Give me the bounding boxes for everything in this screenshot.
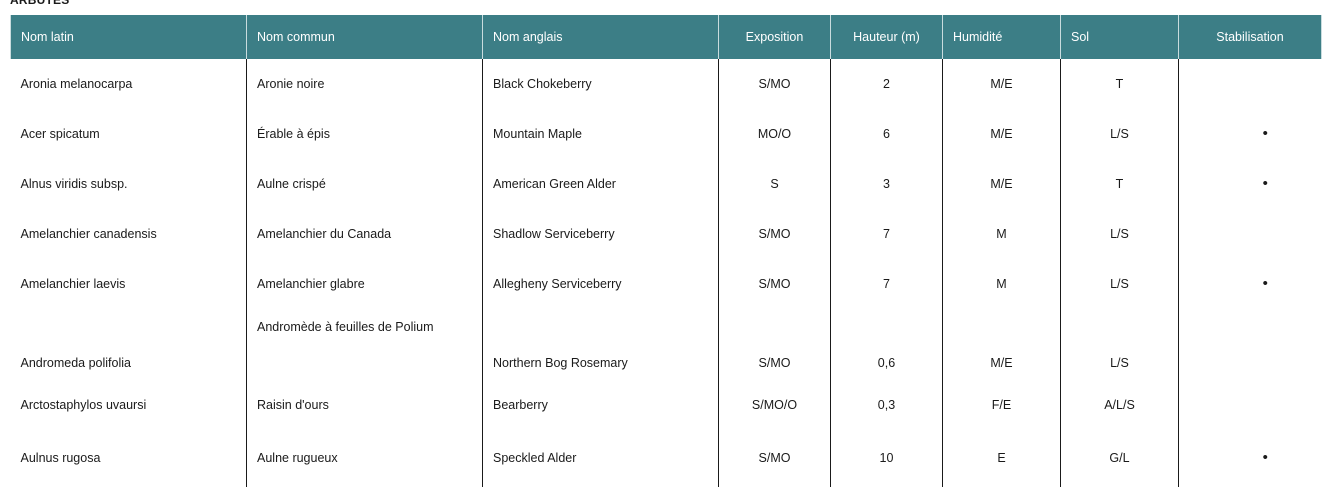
cell-nom-latin: Aronia melanocarpa (10, 59, 247, 109)
cell-exposition: S/MO (718, 209, 831, 259)
cell-hauteur: 3 (830, 159, 943, 209)
cell-nom-latin: Acer spicatum (10, 109, 247, 159)
table-row: Aronia melanocarpa Aronie noire Black Ch… (10, 59, 1322, 109)
cell-hauteur: 7 (830, 259, 943, 309)
cell-sol: G/L (1060, 429, 1179, 487)
cell-hauteur: 6 (830, 109, 943, 159)
cell-hauteur: 0,3 (830, 381, 943, 429)
cell-nom-latin: Amelanchier canadensis (10, 209, 247, 259)
cell-sol: T (1060, 59, 1179, 109)
cell-hauteur: 7 (830, 209, 943, 259)
cell-humidite: M/E (942, 109, 1061, 159)
table-row: Amelanchier canadensis Amelanchier du Ca… (10, 209, 1322, 259)
cell-sol: A/L/S (1060, 381, 1179, 429)
cell-stabilisation (1178, 59, 1322, 109)
table-row: Arctostaphylos uvaursi Raisin d'ours Bea… (10, 381, 1322, 429)
cell-nom-anglais: Bearberry (482, 381, 719, 429)
cell-nom-latin: Aulnus rugosa (10, 429, 247, 487)
cell-nom-commun: Raisin d'ours (246, 381, 483, 429)
cell-sol: L/S (1060, 309, 1179, 381)
cell-hauteur: 0,6 (830, 309, 943, 381)
cell-hauteur: 10 (830, 429, 943, 487)
cell-nom-anglais: Shadlow Serviceberry (482, 209, 719, 259)
table-row: Aulnus rugosa Aulne rugueux Speckled Ald… (10, 429, 1322, 487)
cell-humidite: M (942, 259, 1061, 309)
cell-nom-latin: Amelanchier laevis (10, 259, 247, 309)
cell-nom-latin: Andromeda polifolia (10, 309, 247, 381)
cell-humidite: M/E (942, 159, 1061, 209)
cell-nom-commun: Amelanchier glabre (246, 259, 483, 309)
cell-nom-latin: Arctostaphylos uvaursi (10, 381, 247, 429)
cell-sol: L/S (1060, 259, 1179, 309)
table-row: Acer spicatum Érable à épis Mountain Map… (10, 109, 1322, 159)
table-row: Alnus viridis subsp. Aulne crispé Americ… (10, 159, 1322, 209)
cell-humidite: M/E (942, 59, 1061, 109)
cell-nom-anglais: American Green Alder (482, 159, 719, 209)
table-header-row: Nom latin Nom commun Nom anglais Exposit… (10, 15, 1322, 59)
cell-stabilisation (1178, 381, 1322, 429)
cell-nom-commun: Aulne crispé (246, 159, 483, 209)
cell-exposition: S/MO (718, 259, 831, 309)
cell-sol: L/S (1060, 209, 1179, 259)
cell-exposition: S/MO (718, 429, 831, 487)
cell-nom-anglais: Black Chokeberry (482, 59, 719, 109)
column-header-humidite[interactable]: Humidité (942, 15, 1061, 59)
cell-humidite: M/E (942, 309, 1061, 381)
cell-nom-commun: Aronie noire (246, 59, 483, 109)
cell-hauteur: 2 (830, 59, 943, 109)
cell-humidite: E (942, 429, 1061, 487)
cell-stabilisation: • (1178, 259, 1322, 309)
table-row: Andromeda polifolia Andromède à feuilles… (10, 309, 1322, 381)
column-header-nom-commun[interactable]: Nom commun (246, 15, 483, 59)
column-header-sol[interactable]: Sol (1060, 15, 1179, 59)
cell-nom-commun: Érable à épis (246, 109, 483, 159)
cell-nom-anglais: Mountain Maple (482, 109, 719, 159)
cell-nom-anglais: Northern Bog Rosemary (482, 309, 719, 381)
cell-exposition: MO/O (718, 109, 831, 159)
column-header-stabilisation[interactable]: Stabilisation (1178, 15, 1322, 59)
cell-nom-anglais: Allegheny Serviceberry (482, 259, 719, 309)
cell-nom-anglais: Speckled Alder (482, 429, 719, 487)
cell-exposition: S/MO (718, 59, 831, 109)
plants-table: Nom latin Nom commun Nom anglais Exposit… (10, 15, 1322, 487)
cell-nom-latin: Alnus viridis subsp. (10, 159, 247, 209)
cell-nom-commun: Aulne rugueux (246, 429, 483, 487)
cell-stabilisation: • (1178, 109, 1322, 159)
cell-exposition: S/MO (718, 309, 831, 381)
cell-nom-commun: Amelanchier du Canada (246, 209, 483, 259)
cell-stabilisation: • (1178, 429, 1322, 487)
cell-stabilisation: • (1178, 159, 1322, 209)
column-header-hauteur[interactable]: Hauteur (m) (830, 15, 943, 59)
section-title: ARBUTES (10, 0, 70, 7)
cell-nom-commun: Andromède à feuilles de Polium (246, 309, 483, 381)
column-header-nom-latin[interactable]: Nom latin (10, 15, 247, 59)
cell-stabilisation (1178, 309, 1322, 381)
cell-stabilisation (1178, 209, 1322, 259)
column-header-nom-anglais[interactable]: Nom anglais (482, 15, 719, 59)
cell-humidite: M (942, 209, 1061, 259)
table-row: Amelanchier laevis Amelanchier glabre Al… (10, 259, 1322, 309)
column-header-exposition[interactable]: Exposition (718, 15, 831, 59)
cell-exposition: S (718, 159, 831, 209)
cell-sol: T (1060, 159, 1179, 209)
cell-sol: L/S (1060, 109, 1179, 159)
cell-humidite: F/E (942, 381, 1061, 429)
cell-exposition: S/MO/O (718, 381, 831, 429)
